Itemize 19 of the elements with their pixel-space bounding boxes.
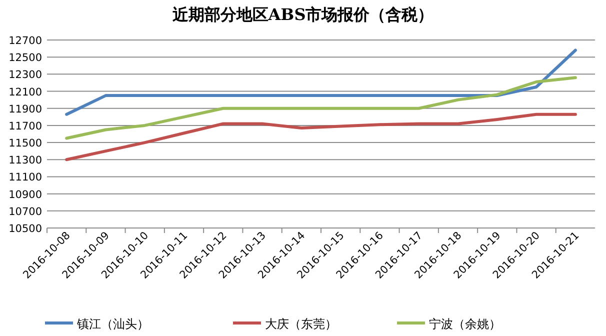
y-tick-label: 11100 [8, 172, 42, 184]
line-series [65, 112, 577, 162]
legend-label: 镇江（汕头） [76, 317, 149, 331]
y-tick-label: 10700 [8, 206, 42, 218]
line-series [65, 48, 577, 116]
line-series [65, 76, 577, 140]
y-tick-label: 12500 [8, 52, 42, 64]
y-tick-label: 10900 [8, 188, 42, 201]
y-tick-label: 12300 [8, 69, 42, 82]
legend-label: 宁波（余姚） [429, 317, 501, 331]
y-tick-label: 10500 [8, 223, 42, 235]
legend-label: 大庆（东莞） [265, 317, 337, 331]
y-tick-label: 12100 [8, 86, 42, 98]
y-tick-label: 11900 [8, 103, 42, 116]
y-tick-label: 11500 [8, 138, 42, 150]
y-tick-label: 11300 [8, 154, 42, 167]
y-tick-label: 12700 [8, 35, 42, 47]
y-tick-label: 11700 [8, 120, 42, 132]
chart-title: 近期部分地区ABS市场报价（含税） [171, 5, 434, 24]
